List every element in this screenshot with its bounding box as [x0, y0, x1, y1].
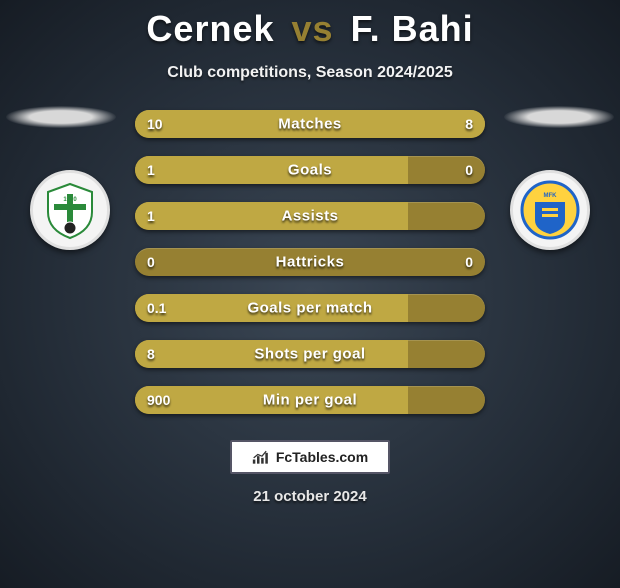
site-name: FcTables.com [276, 449, 368, 465]
subtitle: Club competitions, Season 2024/2025 [0, 64, 620, 82]
stat-bar: 10Goals [135, 156, 485, 184]
stats-panel: 1920 MFK 108Matches 10Goals 1Assists 00Hatt… [0, 110, 620, 414]
site-logo: FcTables.com [230, 440, 390, 474]
stat-label: Matches [135, 116, 485, 133]
stat-bar: 108Matches [135, 110, 485, 138]
stat-label: Goals per match [135, 300, 485, 317]
skalica-crest-icon: 1920 [40, 180, 100, 240]
shadow-left [6, 106, 116, 128]
stat-bar: 1Assists [135, 202, 485, 230]
player2-name: F. Bahi [351, 8, 474, 49]
team-badge-left: 1920 [30, 170, 110, 250]
michalovce-crest-icon: MFK [520, 180, 580, 240]
stat-bar: 8Shots per goal [135, 340, 485, 368]
svg-text:1920: 1920 [63, 197, 77, 203]
stat-bars: 108Matches 10Goals 1Assists 00Hattricks 0.1G… [135, 110, 485, 414]
team-badge-right: MFK [510, 170, 590, 250]
shadow-right [504, 106, 614, 128]
svg-text:MFK: MFK [544, 193, 558, 199]
stat-label: Hattricks [135, 254, 485, 271]
stat-label: Min per goal [135, 392, 485, 409]
stat-label: Assists [135, 208, 485, 225]
player1-name: Cernek [146, 8, 274, 49]
stat-label: Goals [135, 162, 485, 179]
date: 21 october 2024 [0, 488, 620, 505]
stat-bar: 0.1Goals per match [135, 294, 485, 322]
vs-text: vs [292, 8, 334, 49]
stat-bar: 00Hattricks [135, 248, 485, 276]
fctables-icon [252, 449, 272, 465]
stat-bar: 900Min per goal [135, 386, 485, 414]
comparison-title: Cernek vs F. Bahi [0, 8, 620, 50]
stat-label: Shots per goal [135, 346, 485, 363]
